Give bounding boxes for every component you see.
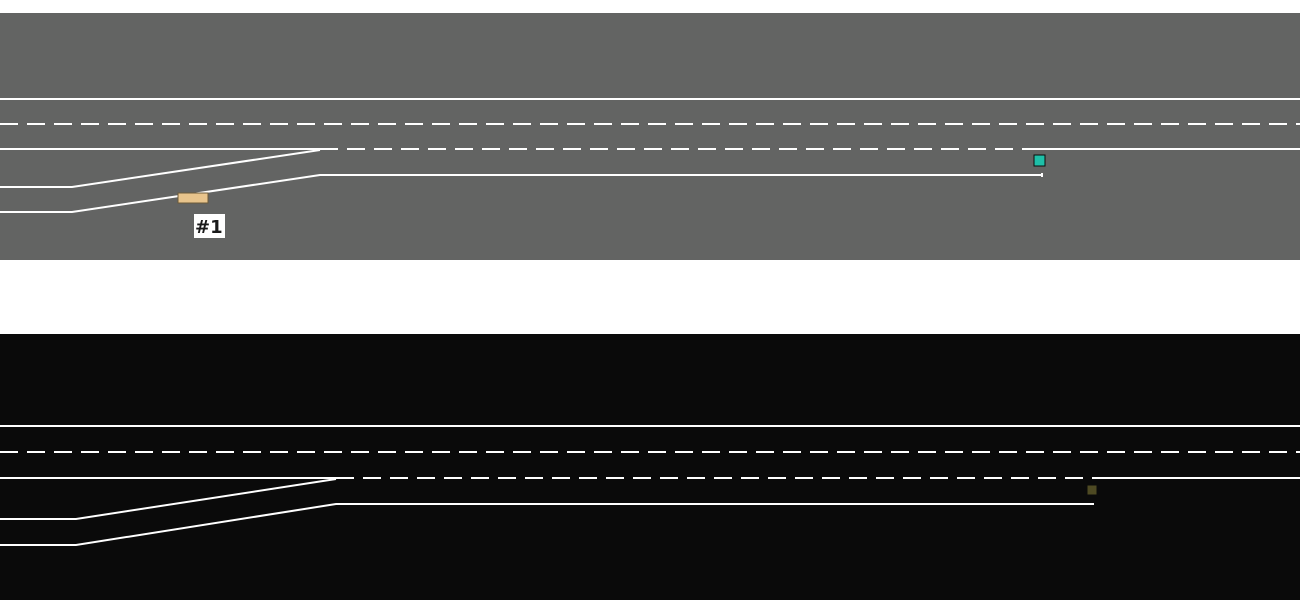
lane-markings	[0, 98, 1300, 213]
observation-view	[0, 334, 1300, 600]
panel-background	[0, 334, 1300, 600]
vehicle-1	[177, 192, 209, 204]
simulation-view: #1	[0, 13, 1300, 260]
ramp-lower-edge	[0, 503, 1094, 546]
road-canvas-bottom	[0, 334, 1300, 600]
lane-markings	[0, 425, 1300, 546]
ramp-upper-edge	[0, 149, 321, 188]
road-canvas-top: #1	[0, 13, 1300, 260]
vehicle-label: #1	[195, 217, 223, 238]
goal-marker	[1033, 154, 1046, 167]
vehicle-label-bg	[194, 214, 225, 238]
goal-marker	[1086, 484, 1098, 496]
ramp-upper-edge	[0, 478, 337, 520]
